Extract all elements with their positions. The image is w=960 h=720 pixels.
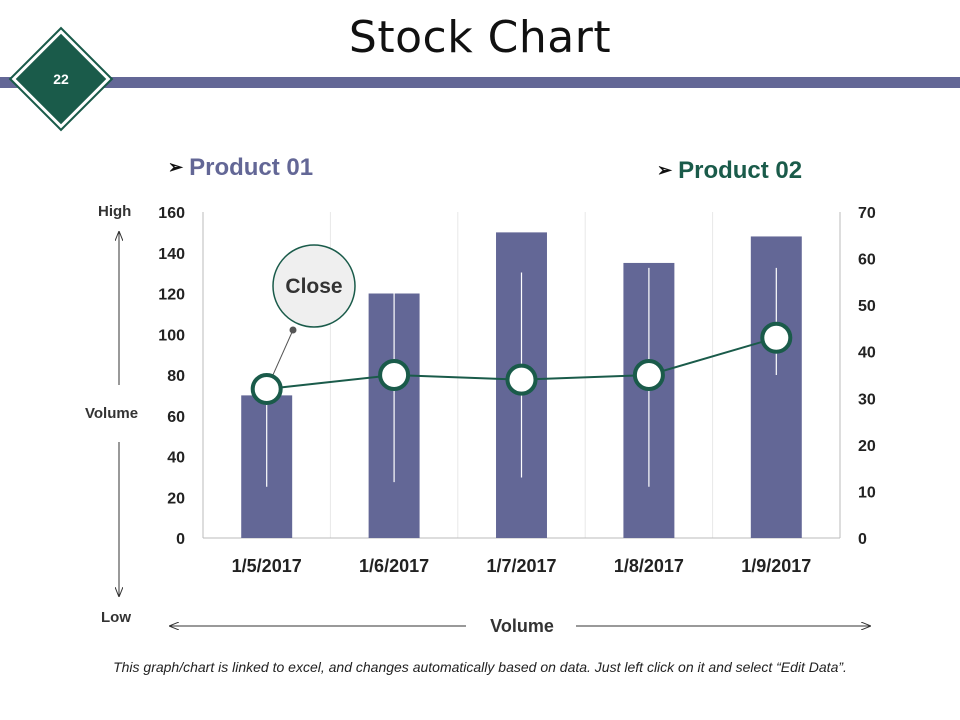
y-tick-label-left: 160 — [158, 205, 185, 222]
arrow-bullet-icon: ➢ — [657, 160, 673, 180]
legend-product-02: ➢ Product 02 — [657, 157, 802, 185]
x-tick-label: 1/9/2017 — [741, 556, 811, 576]
high-label: High — [98, 203, 132, 220]
y-tick-label-left: 140 — [158, 246, 185, 263]
y-tick-label-left: 0 — [176, 531, 185, 548]
y-tick-label-left: 20 — [167, 490, 185, 507]
volume-bottom-label: Volume — [490, 616, 554, 636]
close-point — [378, 359, 411, 391]
slide-number: 22 — [53, 71, 69, 87]
y-tick-label-left: 120 — [158, 287, 185, 304]
close-point — [632, 359, 665, 391]
y-tick-label-right: 0 — [858, 531, 867, 548]
legend-product-02-label: Product 02 — [678, 157, 803, 184]
legend-product-01-label: Product 01 — [189, 154, 314, 181]
volume-left-label: Volume — [85, 405, 139, 422]
callout-connector-dot — [289, 326, 297, 334]
close-callout-label: Close — [285, 275, 342, 298]
y-tick-label-right: 20 — [858, 438, 876, 455]
y-tick-label-right: 70 — [858, 205, 876, 222]
close-callout-bubble — [272, 244, 356, 328]
y-tick-label-left: 60 — [167, 409, 185, 426]
y-tick-label-right: 50 — [858, 298, 876, 315]
arrow-bullet-icon: ➢ — [168, 157, 184, 177]
y-tick-label-left: 80 — [167, 368, 185, 385]
y-tick-label-right: 30 — [858, 391, 876, 408]
header-band — [0, 77, 960, 88]
y-tick-label-right: 10 — [858, 484, 876, 501]
x-tick-label: 1/5/2017 — [232, 556, 302, 576]
slide-title: Stock Chart — [348, 12, 612, 63]
legend-product-01: ➢ Product 01 — [168, 154, 313, 182]
x-tick-label: 1/6/2017 — [359, 556, 429, 576]
close-point — [505, 363, 538, 396]
y-tick-label-left: 40 — [167, 450, 185, 467]
y-tick-label-left: 100 — [158, 327, 185, 344]
footer-note: This graph/chart is linked to excel, and… — [113, 659, 847, 675]
y-tick-label-right: 40 — [858, 345, 876, 362]
low-label: Low — [101, 609, 131, 626]
y-tick-label-right: 60 — [858, 252, 876, 269]
x-tick-label: 1/8/2017 — [614, 556, 684, 576]
close-point — [250, 372, 283, 405]
close-point — [760, 321, 793, 354]
x-tick-label: 1/7/2017 — [486, 556, 556, 576]
